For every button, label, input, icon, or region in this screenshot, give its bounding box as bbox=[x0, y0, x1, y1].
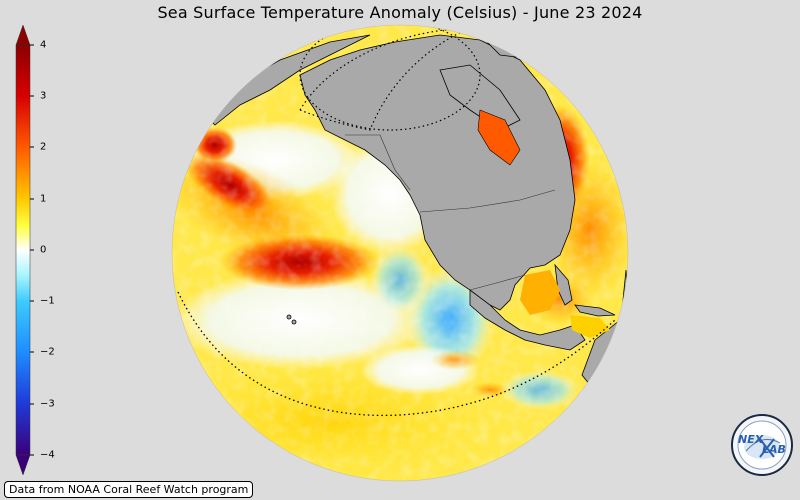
colorbar-tick-label: −4 bbox=[40, 449, 55, 461]
svg-text:NEX: NEX bbox=[738, 433, 764, 446]
map-title: Sea Surface Temperature Anomaly (Celsius… bbox=[157, 3, 643, 22]
colorbar-tick-label: 0 bbox=[40, 244, 47, 256]
colorbar-tick-label: −1 bbox=[40, 295, 55, 307]
equator-line bbox=[177, 291, 616, 417]
nexlab-logo-icon: NEX LAB bbox=[731, 414, 793, 476]
colorbar-tick-label: 1 bbox=[40, 193, 47, 205]
colorbar-tick-label: −3 bbox=[40, 398, 55, 410]
colorbar-tick-label: 3 bbox=[40, 90, 47, 102]
colorbar-tick-label: −2 bbox=[40, 346, 55, 358]
colorbar-min-arrow bbox=[15, 454, 31, 476]
colorbar-tick-label: 4 bbox=[40, 39, 47, 51]
colorbar bbox=[15, 24, 34, 476]
colorbar-tick-label: 2 bbox=[40, 141, 47, 153]
globe-outline bbox=[171, 24, 629, 482]
data-source-label: Data from NOAA Coral Reef Watch program bbox=[4, 481, 254, 498]
